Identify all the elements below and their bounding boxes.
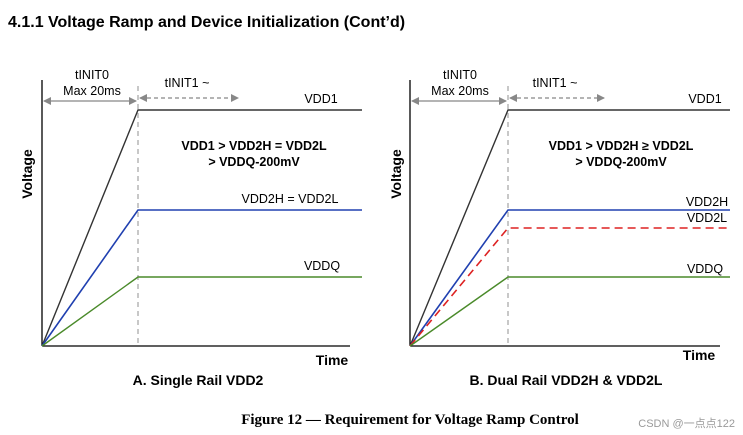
panel-b-vdd2l-label: VDD2L <box>687 211 727 225</box>
panel-a: tINIT0 Max 20ms tINIT1 ~ VDD1 VDD1 > VDD… <box>19 68 362 388</box>
panel-b-tinit0-max: Max 20ms <box>431 84 489 98</box>
panel-a-condition-line1: VDD1 > VDD2H = VDD2L <box>181 139 327 153</box>
panel-b-condition-line2: > VDDQ-200mV <box>575 155 667 169</box>
panel-b-vdd2h-line <box>409 209 730 347</box>
panel-a-subtitle: A. Single Rail VDD2 <box>133 372 264 388</box>
panel-a-vddq-line <box>41 276 362 347</box>
panel-b-vdd1-label: VDD1 <box>688 92 721 106</box>
panel-b-vdd1-line <box>409 109 730 347</box>
panel-b-tinit1-label: tINIT1 ~ <box>533 76 578 90</box>
watermark: CSDN @一点点122 <box>638 417 735 430</box>
panel-a-tinit0-max: Max 20ms <box>63 84 121 98</box>
panel-a-tinit1-label: tINIT1 ~ <box>165 76 210 90</box>
section-title: 4.1.1 Voltage Ramp and Device Initializa… <box>8 14 405 31</box>
panel-a-x-axis-label: Time <box>316 352 349 368</box>
panel-b-subtitle: B. Dual Rail VDD2H & VDD2L <box>470 372 663 388</box>
panel-b-condition-line1: VDD1 > VDD2H ≥ VDD2L <box>549 139 694 153</box>
panel-b-vdd2h-label: VDD2H <box>686 195 728 209</box>
panel-a-vdd1-label: VDD1 <box>304 92 337 106</box>
panel-a-vddq-label: VDDQ <box>304 259 340 273</box>
panel-b-y-axis-label: Voltage <box>388 149 404 199</box>
panel-b-vddq-line <box>409 276 730 347</box>
panel-b-tinit0-label: tINIT0 <box>443 68 477 82</box>
panel-b-vddq-label: VDDQ <box>687 262 723 276</box>
panel-b-vdd2l-line <box>409 227 730 347</box>
panel-a-condition-line2: > VDDQ-200mV <box>208 155 300 169</box>
panel-a-vdd2-line <box>41 209 362 347</box>
panel-a-tinit0-label: tINIT0 <box>75 68 109 82</box>
panel-a-vdd2-label: VDD2H = VDD2L <box>242 192 339 206</box>
figure-caption: Figure 12 — Requirement for Voltage Ramp… <box>241 412 579 428</box>
panel-b-x-axis-label: Time <box>683 347 716 363</box>
panel-a-vdd1-line <box>41 109 362 347</box>
panel-b: tINIT0 Max 20ms tINIT1 ~ VDD1 VDD1 > VDD… <box>388 68 730 388</box>
panel-a-y-axis-label: Voltage <box>19 149 35 199</box>
